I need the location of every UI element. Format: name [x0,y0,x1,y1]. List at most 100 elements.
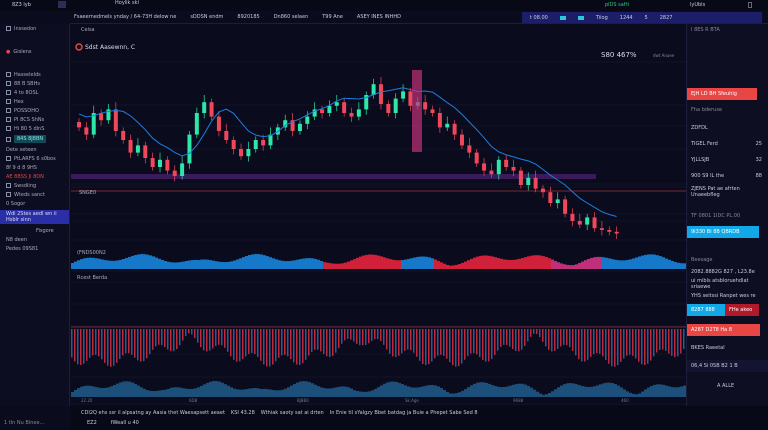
volume-area-bar [89,385,92,397]
oscillator-bar [500,329,502,347]
volume-area-bar [221,382,224,397]
oscillator-bar [77,329,79,365]
panel-sub: Fha bderuse [691,107,723,113]
histogram-bar [197,259,200,269]
sidebar-header[interactable]: Inssedon [0,24,69,33]
volume-area-bar [542,394,545,397]
toolbar-right-item[interactable]: 5 [644,14,648,21]
sell-button[interactable]: EJH LD BH Sfeuhig [687,88,757,100]
toolbar-right-item[interactable]: t 08.00 [530,14,548,21]
workspace-label[interactable]: 8Z3 lyb [12,2,31,8]
volume-area-bar [227,385,230,397]
pair-buy-button[interactable]: 8287 888 [687,304,725,316]
histogram-bar [77,260,80,269]
oscillator-bar [365,329,367,346]
candlestick-chart[interactable]: Ceisa Sdst Aasewnn, C S80 467% dwt Anaee… [71,24,686,406]
toolbar-item[interactable]: ASEY INES INHHD [356,14,402,20]
oscillator-bar [494,329,496,356]
sidebar-item[interactable]: Swsdiing [0,181,69,190]
oscillator-bar [662,329,664,350]
toolbar-item[interactable]: 8920185 [237,14,260,20]
indicator-icon[interactable] [577,15,584,20]
pair-sell-button[interactable]: FHe akeo [725,304,759,316]
histogram-bar [113,260,116,269]
histogram-bar [212,260,215,269]
sidebar-item[interactable]: ● Gislens [0,47,69,56]
sidebar-item[interactable]: 4 to 8OSL [0,88,69,97]
sidebar-item[interactable]: AE 8BSS Ji 8DN [0,172,69,181]
candle [540,188,545,193]
histogram-bar [614,259,617,269]
order-row[interactable]: 900 S9 IL the 88 [687,170,768,182]
sidebar-item[interactable]: PI 8CS ShNs [0,115,69,124]
volume-area-bar [425,385,428,397]
pair-title[interactable]: Sdst Aasewnn, C [85,44,135,51]
volume-area-bar [197,387,200,397]
promo-banner[interactable]: Wdi 2Stes aedl wn ii Hsblr sinn [0,210,69,224]
candle [548,192,553,203]
account-balance: plDS saHi [605,2,629,8]
volume-area-bar [620,387,623,397]
user-name[interactable]: lyUbls [690,2,706,8]
indicator-icon[interactable] [559,15,566,20]
list-icon [6,99,11,104]
histogram-bar [488,255,491,269]
menu-icon[interactable] [748,2,752,8]
toolbar-right-item[interactable]: Tiiog [595,14,608,21]
histogram-bar [482,255,485,269]
order-row[interactable]: YJLLSJB 32 [687,154,768,166]
histogram-bar [560,263,563,269]
histogram-bar [227,261,230,269]
order-row[interactable]: ZDFDL [687,122,768,134]
volume-area-bar [680,386,683,397]
order-row-label: YJLLSJB [691,157,710,163]
toolbar-right-item[interactable]: 2827 [659,14,673,21]
sidebar-footer-item[interactable]: Pedes 09S81 [0,244,69,253]
volume-area-bar [533,389,536,397]
sidebar-footer-item[interactable]: 0 Sogor [0,199,69,208]
sidebar-item[interactable]: Dete seteen [0,145,69,154]
toolbar-item[interactable]: Dn860 selaen [273,14,309,20]
toolbar-right-item[interactable]: 1244 [619,14,633,21]
toolbar-item[interactable]: T99 Ane [322,14,343,20]
chart-area[interactable]: Ceisa Sdst Aasewnn, C S80 467% dwt Anaee… [71,24,686,406]
order-row-label: 900 S9 IL the [691,173,725,179]
sidebar-item[interactable]: 8f 9 d 8 9HS [0,163,69,172]
volume-area-bar [539,393,542,397]
toolbar-right: t 08.00 Tiiog 1244 5 2827 [522,12,762,23]
sidebar-item[interactable]: Hi 80 5 dlnS [0,124,69,133]
sidebar-footer-label: Pedes 09S81 [6,245,39,252]
sidebar-item-label: PI 8CS ShNs [14,116,45,123]
histogram-bar [236,259,239,269]
sidebar-footer-item[interactable]: N8 deen [0,235,69,244]
volume-area-bar [392,381,395,397]
sidebar-item[interactable]: 88 B SBHs [0,79,69,88]
sidebar-item[interactable]: Hex [0,97,69,106]
sidebar-item[interactable]: Hasselelds [0,70,69,79]
volume-area-bar [137,385,140,397]
volume-area-bar [353,390,356,397]
sidebar-item[interactable]: POSSOHO [0,106,69,115]
candle [393,98,398,113]
histogram-bar [329,263,332,269]
oscillator-bar [569,329,571,348]
volume-area-bar [584,386,587,397]
status-bottom-left[interactable]: EZ2 [87,420,97,426]
toolbar-item[interactable]: Fsaeernedmels ynday / 64-73H delow ne [74,14,177,20]
sidebar-item[interactable]: PtLARFS 6 s0bos [0,154,69,163]
sidebar-footer-item[interactable]: Fisgore [0,226,69,235]
volume-area-bar [413,387,416,397]
volume-area-bar [548,392,551,397]
volume-area-bar [266,389,269,397]
toolbar-item[interactable]: sDDSN endm [190,14,224,20]
buy-button[interactable]: 9I330 Bi 8B QBRDB [687,226,759,238]
oscillator-bar [161,329,163,346]
oscillator-bar [137,329,139,361]
panel-bottom-link[interactable]: A ALLE [717,383,735,389]
sidebar-badge-row[interactable]: 84S 8J8BN [0,133,69,145]
tab-label[interactable]: Hoylik skl [115,0,139,6]
layout-icon[interactable] [58,1,66,8]
order-row[interactable]: TIGEL Ferd 25 [687,138,768,150]
sell-order-button[interactable]: A287 D2T8 Ha 8 [687,324,760,336]
sidebar-item[interactable]: Wteds sanct [0,190,69,199]
